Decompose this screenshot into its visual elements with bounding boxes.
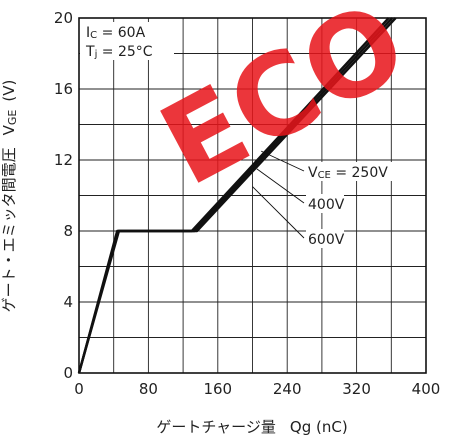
series-label: 400V <box>308 197 345 213</box>
y-tick-label: 20 <box>54 9 73 27</box>
y-tick-label: 8 <box>63 222 73 240</box>
x-tick-label: 400 <box>412 380 441 398</box>
y-tick-label: 0 <box>63 364 73 382</box>
annotation-layer: VCE = 250V 400V 600V <box>252 150 404 248</box>
x-axis-label: ゲートチャージ量 <box>156 418 276 436</box>
y-axis-unit: (V) <box>0 80 18 102</box>
series-line <box>77 17 397 374</box>
series-leader-line <box>256 168 305 204</box>
y-axis-symbol: V <box>0 124 18 135</box>
grid-layer <box>78 17 427 374</box>
series-label: 600V <box>308 232 345 248</box>
series-label: VCE = 250V <box>308 165 388 181</box>
y-axis-label: ゲート・エミッタ間電圧 <box>0 147 18 312</box>
series-leader-line <box>260 150 305 172</box>
x-axis-symbol: Qg (nC) <box>290 418 348 436</box>
plot-frame <box>78 17 427 374</box>
series-label-background <box>306 162 404 181</box>
y-axis-title: ゲート・エミッタ間電圧 VGE (V) <box>0 80 19 313</box>
y-tick-label: 4 <box>63 293 73 311</box>
conditions-box: IC = 60A Tj = 25°C <box>80 22 174 60</box>
x-tick-label: 240 <box>273 380 302 398</box>
x-tick-label: 160 <box>203 380 232 398</box>
y-tick-label: 12 <box>54 151 73 169</box>
svg-text:ゲート・エミッタ間電圧VGE(V): ゲート・エミッタ間電圧 VGE (V) <box>0 80 19 313</box>
x-tick-label: 0 <box>74 380 84 398</box>
condition-ic: IC = 60A <box>86 25 146 41</box>
series-label-background <box>306 229 344 248</box>
y-tick-label: 16 <box>54 80 73 98</box>
tick-layer: 0 80 160 240 320 400 0 4 8 12 16 20 <box>54 9 440 398</box>
series-leader-line <box>252 186 305 239</box>
condition-tj: Tj = 25°C <box>85 44 153 60</box>
conditions-background <box>80 22 174 60</box>
x-axis-title: ゲートチャージ量 Qg (nC) <box>156 418 347 436</box>
x-tick-label: 80 <box>139 380 158 398</box>
series-layer <box>77 17 397 374</box>
series-label-background <box>306 194 344 213</box>
x-tick-label: 320 <box>342 380 371 398</box>
y-axis-symbol-sub: GE <box>6 110 19 126</box>
